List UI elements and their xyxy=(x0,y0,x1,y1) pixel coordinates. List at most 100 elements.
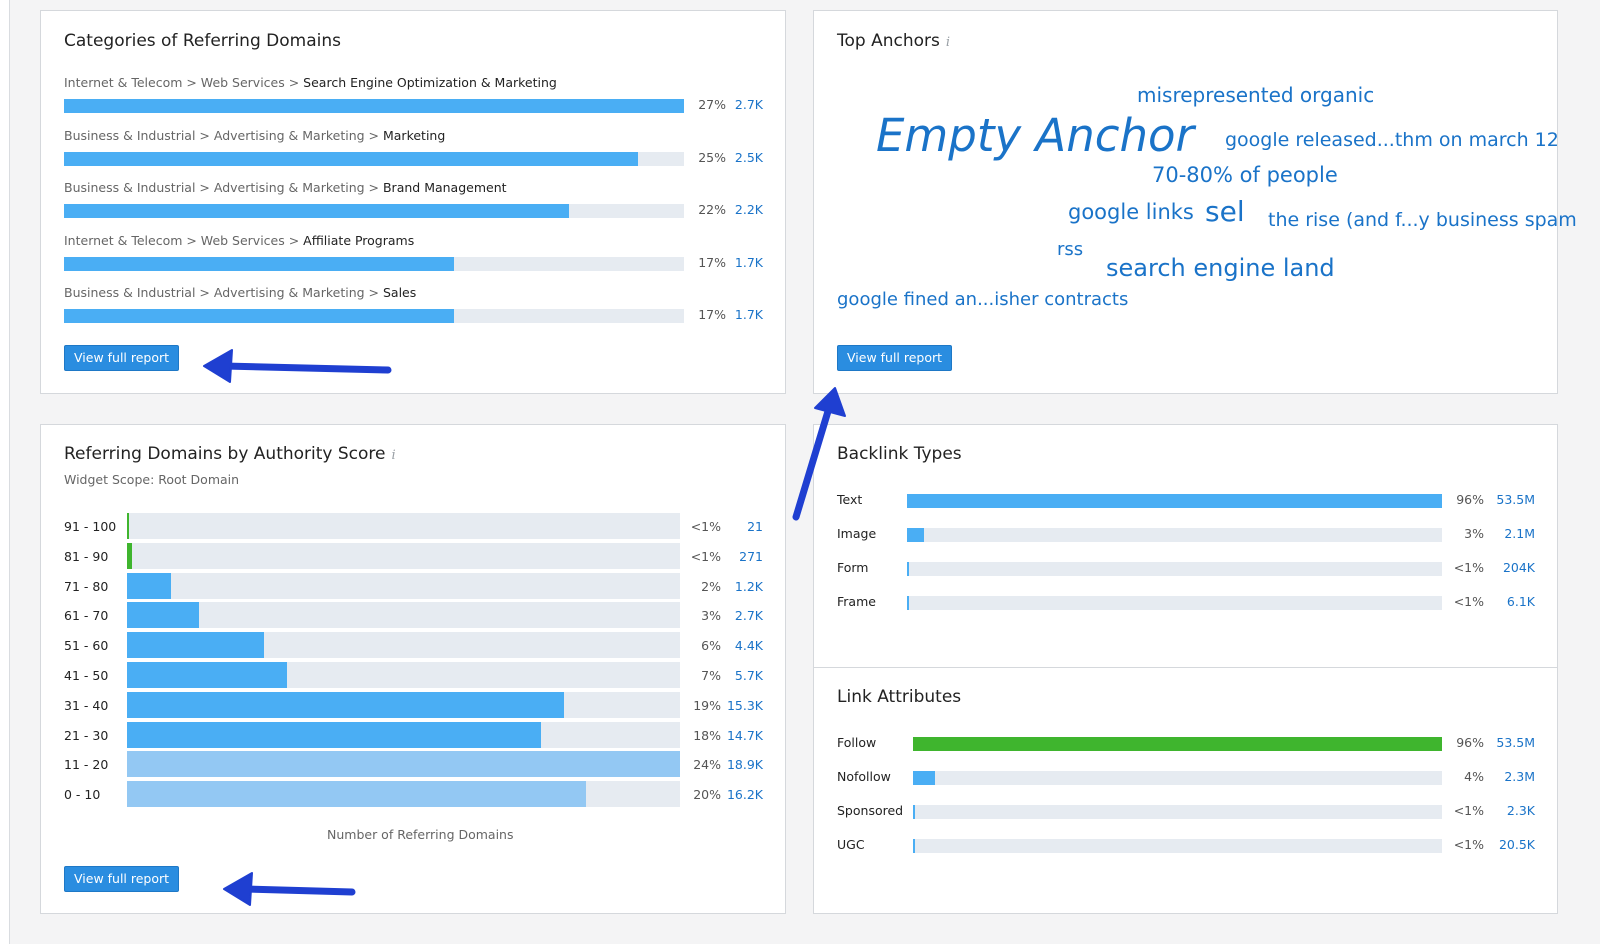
anchor-link[interactable]: sel xyxy=(1205,195,1245,228)
category-bar-track xyxy=(64,151,684,166)
authority-count[interactable]: 271 xyxy=(739,548,763,564)
category-leaf[interactable]: Affiliate Programs xyxy=(303,232,415,248)
authority-bar-fill xyxy=(127,572,172,599)
backlink-type-percent: 3% xyxy=(1464,526,1484,541)
anchor-link[interactable]: rss xyxy=(1057,239,1084,260)
link-attribute-bar-fill xyxy=(913,737,1442,751)
backlink-type-percent: <1% xyxy=(1453,594,1484,609)
anchor-link[interactable]: google released...thm on march 12 xyxy=(1225,129,1559,151)
category-leaf[interactable]: Marketing xyxy=(382,127,446,143)
authority-range-label: 51 - 60 xyxy=(64,638,109,654)
authority-percent: 6% xyxy=(701,638,721,654)
link-attribute-bar-fill xyxy=(913,771,936,785)
backlink-type-count[interactable]: 6.1K xyxy=(1506,594,1535,609)
anchor-link[interactable]: google fined an...isher contracts xyxy=(837,289,1129,310)
anchor-link[interactable]: google links xyxy=(1068,200,1194,224)
anchor-link[interactable]: 70-80% of people xyxy=(1152,163,1338,187)
category-bar-track xyxy=(64,309,684,323)
category-leaf[interactable]: Sales xyxy=(382,285,417,300)
authority-count[interactable]: 5.7K xyxy=(734,668,763,683)
anchor-link[interactable]: misrepresented organic xyxy=(1137,83,1375,107)
category-bar-fill xyxy=(64,204,570,218)
category-count[interactable]: 1.7K xyxy=(734,254,763,270)
authority-bar-fill xyxy=(127,632,265,659)
authority-percent: <1% xyxy=(690,548,721,564)
link-attribute-count[interactable]: 2.3M xyxy=(1504,769,1535,784)
link-attribute-percent: 96% xyxy=(1456,735,1484,750)
link-attribute-count[interactable]: 20.5K xyxy=(1498,837,1535,852)
authority-count[interactable]: 16.2K xyxy=(726,787,763,803)
category-count[interactable]: 2.2K xyxy=(734,202,763,217)
link-attribute-bar-fill xyxy=(913,839,916,853)
authority-bar-track xyxy=(127,662,680,688)
backlink-type-count[interactable]: 2.1M xyxy=(1504,526,1535,541)
authority-count[interactable]: 21 xyxy=(747,519,763,534)
authority-range-label: 61 - 70 xyxy=(64,608,109,624)
authority-count[interactable]: 14.7K xyxy=(726,727,763,743)
backlink-type-bar-track xyxy=(907,528,1442,542)
authority-percent: 24% xyxy=(693,757,721,773)
authority-bar-track xyxy=(127,781,680,808)
anchor-link[interactable]: Empty Anchor xyxy=(876,109,1195,162)
category-leaf[interactable]: Search Engine Optimization & Marketing xyxy=(303,75,557,90)
authority-bar-track xyxy=(127,721,680,748)
panel-title-text: Top Anchors xyxy=(837,31,940,51)
category-count[interactable]: 2.5K xyxy=(734,149,763,165)
backlink-type-bar-fill xyxy=(907,494,1442,508)
authority-percent: 2% xyxy=(701,578,721,594)
authority-count[interactable]: 18.9K xyxy=(726,757,763,773)
authority-range-label: 21 - 30 xyxy=(64,727,109,743)
category-leaf[interactable]: Brand Management xyxy=(382,180,507,195)
view-full-report-button[interactable]: View full report xyxy=(64,345,180,371)
link-attribute-label: Nofollow xyxy=(837,769,891,784)
category-count[interactable]: 1.7K xyxy=(734,307,763,322)
link-attribute-bar-track xyxy=(913,737,1442,751)
authority-bar-track xyxy=(127,572,680,599)
link-attribute-bar-track xyxy=(913,805,1442,819)
authority-count[interactable]: 1.2K xyxy=(734,578,763,594)
backlink-type-label: Image xyxy=(837,526,877,541)
link-attribute-count[interactable]: 53.5M xyxy=(1496,735,1535,750)
anchor-link[interactable]: the rise (and f...y business spam xyxy=(1268,209,1577,231)
authority-count[interactable]: 4.4K xyxy=(734,638,763,654)
info-icon[interactable]: i xyxy=(945,35,951,50)
authority-percent: 19% xyxy=(693,697,721,713)
backlink-type-label: Form xyxy=(837,560,869,575)
authority-bar-fill xyxy=(127,781,586,808)
category-percent: 22% xyxy=(698,202,726,217)
left-rail xyxy=(0,0,10,944)
link-attribute-bar-fill xyxy=(913,805,916,819)
anchor-link[interactable]: search engine land xyxy=(1106,254,1335,282)
backlink-type-label: Text xyxy=(837,492,863,507)
authority-bar-fill xyxy=(127,542,132,569)
link-attribute-label: Follow xyxy=(837,735,877,750)
authority-bar-fill xyxy=(127,691,564,718)
link-attribute-percent: <1% xyxy=(1453,803,1484,818)
link-attribute-count[interactable]: 2.3K xyxy=(1506,803,1535,818)
backlink-type-percent: <1% xyxy=(1453,560,1484,575)
info-icon[interactable]: i xyxy=(391,448,396,463)
view-full-report-button[interactable]: View full report xyxy=(64,866,180,892)
authority-bar-track xyxy=(127,542,680,569)
categories-panel: Categories of Referring Domains Internet… xyxy=(40,10,786,394)
backlink-type-bar-track xyxy=(907,562,1442,576)
category-bar-fill xyxy=(64,99,684,113)
backlink-type-label: Frame xyxy=(837,594,876,609)
category-bar-fill xyxy=(64,256,455,271)
backlink-type-bar-fill xyxy=(907,562,910,576)
authority-count[interactable]: 2.7K xyxy=(734,608,763,624)
authority-percent: 7% xyxy=(701,668,721,683)
view-full-report-button[interactable]: View full report xyxy=(837,345,953,371)
authority-count[interactable]: 15.3K xyxy=(726,697,763,713)
category-label: Business & Industrial > Advertising & Ma… xyxy=(64,180,507,195)
backlink-type-count[interactable]: 53.5M xyxy=(1496,492,1535,507)
category-percent: 17% xyxy=(698,307,726,322)
backlink-type-count[interactable]: 204K xyxy=(1502,560,1535,575)
category-bar-track xyxy=(64,256,684,271)
category-count[interactable]: 2.7K xyxy=(734,97,763,112)
category-bar-track xyxy=(64,204,684,218)
backlink-type-bar-fill xyxy=(907,596,910,610)
category-bar-fill xyxy=(64,151,639,166)
link-attribute-bar-track xyxy=(913,839,1442,853)
category-bar-fill xyxy=(64,309,455,323)
